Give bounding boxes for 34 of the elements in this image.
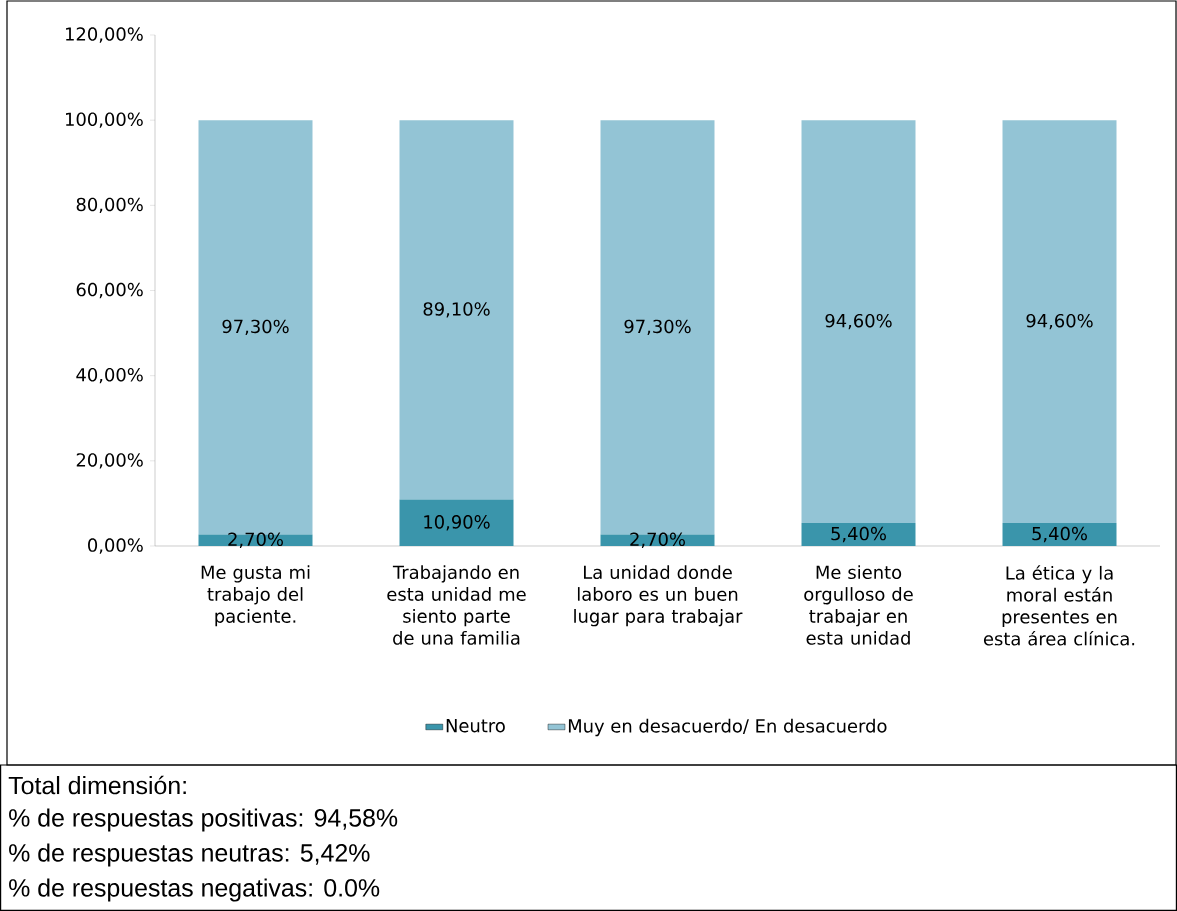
y-tick-label: 100,00%	[66, 112, 143, 128]
x-tick-label: La unidad donde laboro es un buen lugar para trabajar	[574, 565, 743, 627]
data-label: 97,30%	[624, 319, 691, 336]
bar	[399, 499, 514, 546]
y-tick-label: 20,00%	[76, 453, 143, 469]
text: % de respuestas neutras: 5,42%	[9, 843, 370, 867]
bar	[801, 523, 916, 546]
bar	[399, 120, 514, 500]
data-label: 2,70%	[228, 532, 283, 548]
text: % de respuestas negativas: 0.0%	[9, 878, 380, 902]
bar	[1002, 523, 1117, 546]
y-tick-label: 120,00%	[66, 27, 143, 43]
data-label: 97,30%	[222, 319, 289, 336]
x-tick-label: Trabajando en esta unidad me siento parte de una familia	[387, 565, 526, 645]
data-label: 94,60%	[1026, 313, 1093, 330]
data-label: 10,90%	[424, 515, 490, 531]
y-tick-label: 40,00%	[76, 367, 143, 384]
bar	[1002, 120, 1117, 523]
y-tick-label: 0,00%	[88, 538, 143, 554]
bar	[801, 120, 916, 523]
text: % de respuestas positivas: 94,58%	[9, 808, 398, 832]
data-label: 5,40%	[831, 526, 886, 543]
x-tick-label: Me gusta mi trabajo del paciente.	[201, 565, 310, 627]
x-tick-label: Me siento orgulloso de trabajar en esta unidad	[804, 565, 913, 645]
text: Total dimensión:	[8, 775, 186, 795]
y-tick-label: 80,00%	[76, 197, 143, 214]
x-tick-label: La ética y la moral están presentes en esta área clínica.	[983, 565, 1135, 646]
legend-label: Muy en desacuerdo/ En desacuerdo	[568, 718, 887, 737]
data-label: 2,70%	[630, 532, 685, 548]
data-label: 89,10%	[423, 302, 490, 318]
data-label: 5,40%	[1032, 526, 1087, 543]
y-tick-label: 60,00%	[76, 282, 143, 299]
legend-label: Neutro	[446, 719, 505, 733]
data-label: 94,60%	[825, 313, 892, 330]
